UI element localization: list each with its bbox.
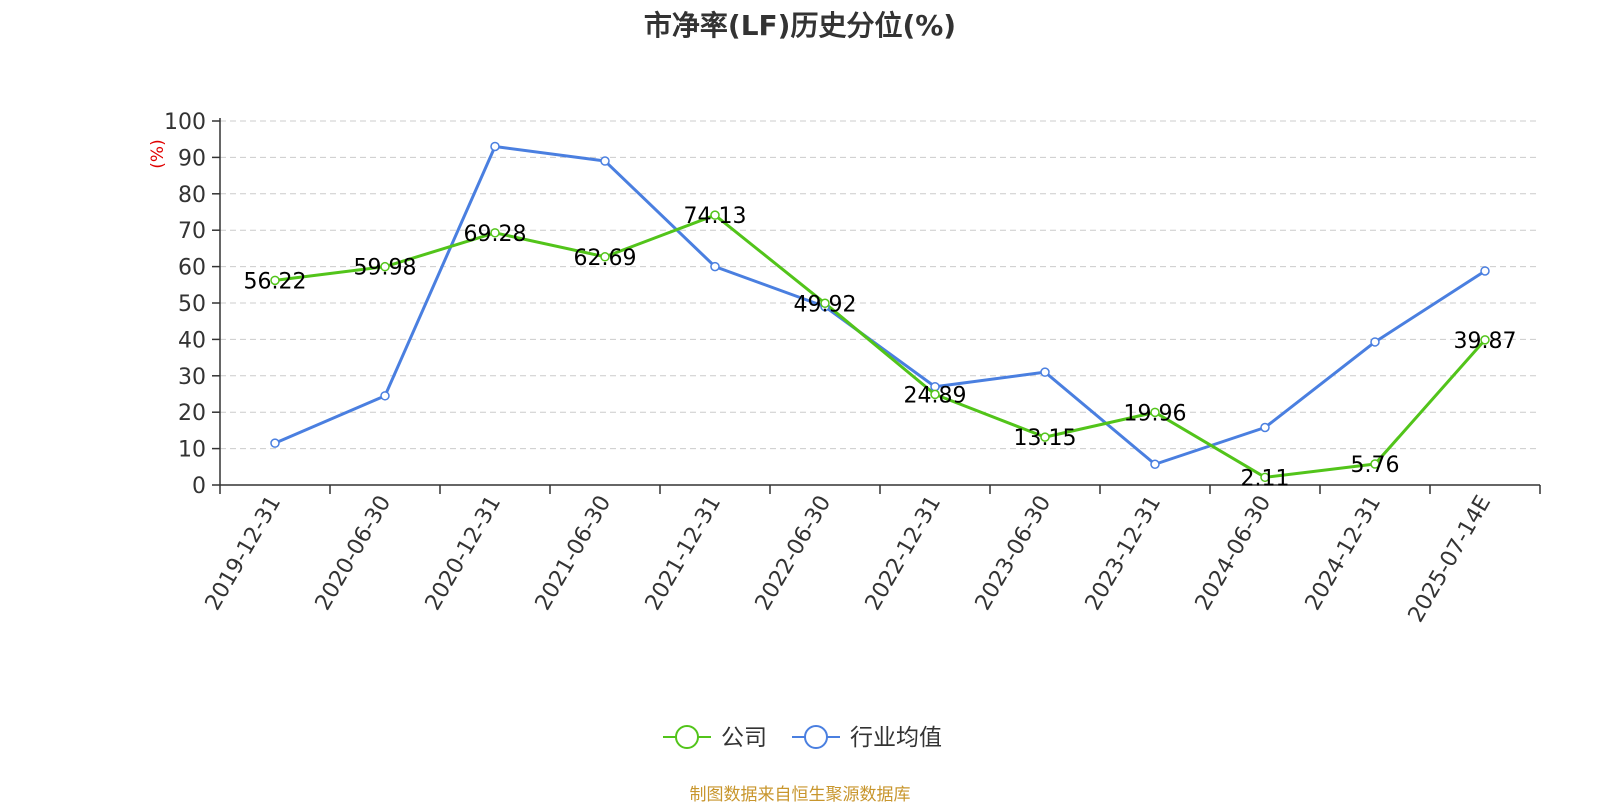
data-label: 74.13 [684,204,747,229]
data-label: 19.96 [1124,401,1187,426]
data-point [380,261,390,272]
data-label: 5.76 [1351,453,1400,478]
y-axis-unit-label: (%) [148,139,168,168]
data-label: 59.98 [354,256,417,281]
y-tick-label: 40 [178,328,206,353]
data-point [1370,337,1380,347]
x-tick-label: 2025-07-14E [1404,492,1497,627]
y-tick-label: 80 [178,183,206,208]
x-tick-label: 2022-12-31 [861,492,947,615]
x-tick-label: 2021-12-31 [641,492,727,615]
x-tick-label: 2024-06-30 [1191,492,1277,615]
legend-marker [804,725,828,749]
y-tick-label: 60 [178,256,206,281]
legend-item-0[interactable]: 公司 [663,725,767,751]
legend-item-1[interactable]: 行业均值 [792,725,942,751]
x-tick-label: 2022-06-30 [751,492,837,615]
data-point [1260,472,1270,483]
x-tick-label: 2023-12-31 [1081,492,1167,615]
x-tick-label: 2023-06-30 [971,492,1057,615]
y-tick-label: 90 [178,146,206,171]
data-point [600,156,610,166]
series-line-1 [274,144,1486,466]
data-label: 69.28 [464,222,527,247]
data-point [1040,367,1050,377]
y-tick-label: 0 [192,474,206,499]
data-labels: 56.22 59.98 69.28 62.69 74.13 49.92 24.89 13.15… [244,204,1517,491]
data-label: 39.87 [1454,329,1517,354]
data-point [710,261,720,272]
y-tick-label: 20 [178,401,206,426]
data-point [1370,459,1380,469]
data-label: 2.11 [1241,466,1290,491]
data-label: 24.89 [904,383,967,408]
data-point [1150,459,1160,470]
data-point [930,389,940,400]
data-point [270,438,280,448]
y-tick-label: 70 [178,219,206,244]
grid-lines [220,120,1540,450]
source-note: 制图数据来自恒生聚源数据库 [689,785,911,805]
x-tick-label: 2021-06-30 [531,492,617,615]
data-point [270,275,280,286]
data-point [490,228,500,238]
legend-marker [675,725,699,749]
series-line-0 [274,213,1487,479]
data-point [820,298,830,309]
data-point [710,210,720,220]
data-point [1480,335,1490,345]
data-point [1150,407,1160,418]
y-tick-label: 30 [178,365,206,390]
y-tick-label: 10 [178,438,206,463]
data-point [1260,422,1270,433]
axes: 0 10 20 30 40 50 60 70 80 90 100 (%) 2019-12-31 2020-… [148,110,1541,627]
series-lines [270,141,1490,483]
data-point [1480,266,1490,276]
data-label: 13.15 [1014,426,1077,451]
data-point [600,252,610,262]
data-point [1040,432,1050,442]
legend-label: 行业均值 [850,725,942,751]
y-tick-label: 50 [178,292,206,317]
x-tick-label: 2020-06-30 [311,492,397,615]
x-tick-label: 2024-12-31 [1301,492,1387,615]
y-tick-label: 100 [164,110,206,135]
data-label: 62.69 [574,246,637,271]
data-point [380,391,390,401]
data-label: 49.92 [794,292,857,317]
chart-title: 市净率(LF)历史分位(%) [643,9,957,42]
data-label: 56.22 [244,269,307,294]
legend-label: 公司 [721,725,767,751]
x-tick-label: 2019-12-31 [201,492,287,615]
data-point [490,141,500,152]
legend[interactable]: 公司 行业均值 [663,725,942,751]
x-tick-label: 2020-12-31 [421,492,507,615]
